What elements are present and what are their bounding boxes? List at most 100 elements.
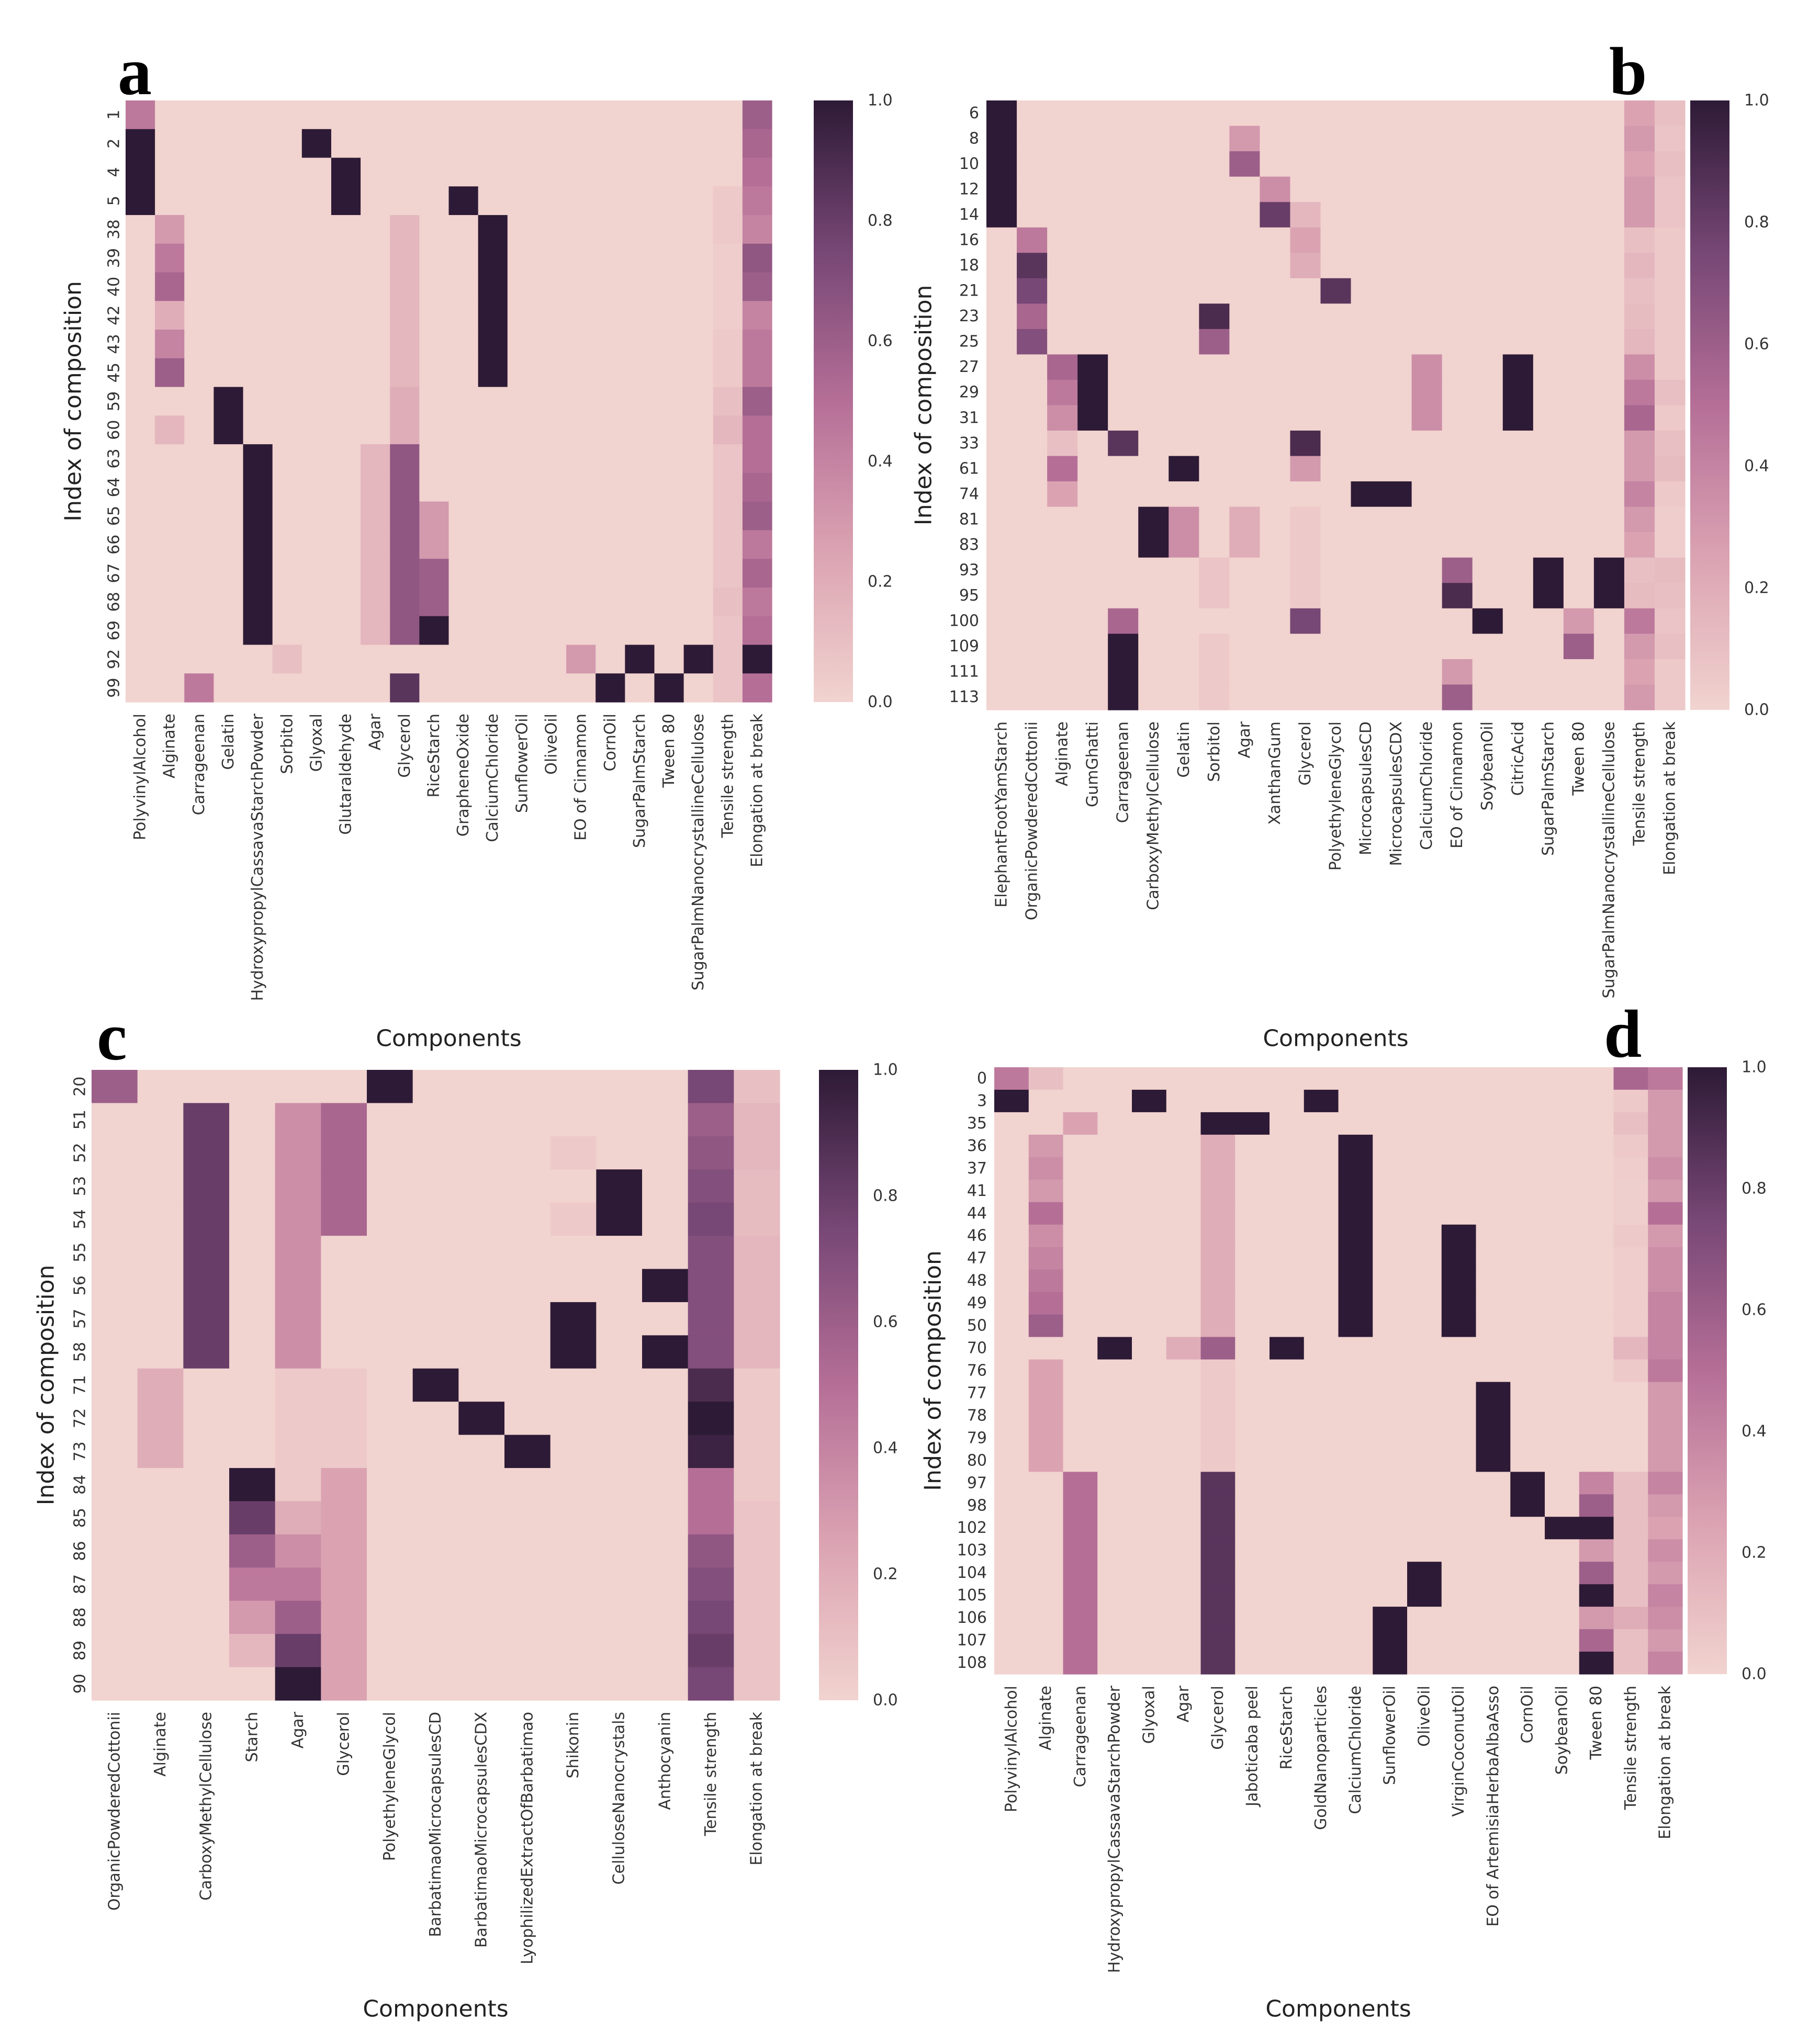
heatmap-cell-r39-c12 [478, 243, 508, 273]
row-tick-label: 84 [71, 1475, 89, 1495]
heatmap-cell-r33-c12 [1351, 431, 1382, 457]
heatmap-cell-r1-c12 [478, 100, 508, 130]
heatmap-cell-r105-c13 [1441, 1584, 1477, 1607]
heatmap-cell-r2-c16 [596, 129, 625, 159]
heatmap-cell-r105-c10 [1338, 1584, 1373, 1607]
heatmap-cell-r105-c14 [1476, 1584, 1511, 1607]
heatmap-cell-r48-c3 [1097, 1269, 1132, 1293]
heatmap-cell-r51-c4 [275, 1103, 321, 1137]
heatmap-cell-r46-c18 [1613, 1224, 1648, 1248]
heatmap-cell-r111-c22 [1654, 659, 1686, 685]
heatmap-cell-r8-c15 [1442, 126, 1473, 152]
heatmap-cell-r81-c8 [1229, 506, 1260, 533]
heatmap-cell-r78-c5 [1166, 1404, 1201, 1427]
heatmap-cell-r72-c6 [367, 1402, 413, 1436]
heatmap-cell-r12-c12 [1351, 176, 1382, 202]
heatmap-cell-r85-c14 [734, 1501, 780, 1535]
heatmap-cell-r80-c15 [1510, 1449, 1545, 1472]
heatmap-cell-r40-c16 [596, 272, 625, 301]
heatmap-cell-r67-c1 [155, 559, 185, 588]
heatmap-cell-r52-c0 [92, 1136, 138, 1170]
heatmap-cell-r36-c5 [1166, 1134, 1201, 1158]
heatmap-cell-r78-c19 [1648, 1404, 1683, 1427]
heatmap-cell-r31-c20 [1593, 405, 1625, 431]
heatmap-cell-r69-c6 [301, 616, 332, 646]
heatmap-cell-r77-c8 [1270, 1382, 1305, 1405]
heatmap-cell-r16-c21 [1624, 227, 1655, 253]
heatmap-cell-r73-c1 [137, 1435, 184, 1469]
heatmap-cell-r36-c3 [1097, 1134, 1132, 1158]
heatmap-cell-r45-c3 [214, 358, 244, 388]
heatmap-cell-r37-c0 [994, 1157, 1029, 1180]
heatmap-cell-r61-c17 [1502, 456, 1534, 482]
heatmap-cell-r5-c20 [713, 186, 743, 216]
heatmap-cell-r39-c2 [184, 243, 215, 273]
heatmap-cell-r20-c10 [550, 1070, 597, 1104]
heatmap-cell-r64-c7 [331, 472, 361, 502]
column-tick-elephantfootyamstarch: ElephantFootYamStarch [993, 721, 1011, 908]
heatmap-cell-r31-c19 [1563, 405, 1594, 431]
heatmap-cell-r102-c10 [1338, 1517, 1373, 1540]
heatmap-cell-r73-c2 [183, 1435, 230, 1469]
heatmap-cell-r73-c12 [642, 1435, 689, 1469]
heatmap-cell-r55-c11 [596, 1236, 643, 1270]
heatmap-cell-r68-c12 [478, 587, 508, 617]
heatmap-cell-r88-c2 [183, 1600, 230, 1634]
heatmap-cell-r51-c6 [367, 1103, 413, 1137]
heatmap-cell-r43-c11 [448, 330, 479, 359]
heatmap-cell-r33-c4 [1108, 431, 1139, 457]
heatmap-cell-r31-c9 [1260, 405, 1291, 431]
heatmap-cell-r39-c0 [126, 243, 155, 273]
column-tick-starch: Starch [243, 1712, 261, 1762]
row-tick-label: 77 [967, 1384, 987, 1402]
heatmap-cell-r23-c1 [1017, 303, 1048, 330]
heatmap-cell-r48-c17 [1579, 1269, 1614, 1293]
heatmap-cell-r50-c0 [994, 1314, 1029, 1338]
heatmap-cell-r53-c12 [642, 1169, 689, 1203]
row-tick-label: 20 [71, 1077, 89, 1097]
heatmap-cell-r10-c11 [1320, 151, 1352, 177]
heatmap-cell-r49-c8 [1270, 1292, 1305, 1315]
heatmap-cell-r81-c21 [1624, 506, 1655, 533]
heatmap-cell-r60-c9 [390, 415, 420, 445]
heatmap-cell-r102-c12 [1407, 1517, 1442, 1540]
column-tick-hydroxypropylcassavastarchpowder: HydroxypropylCassavaStarchPowder [1106, 1685, 1124, 1973]
heatmap-cell-r54-c0 [92, 1202, 138, 1236]
heatmap-cell-r56-c11 [596, 1269, 643, 1303]
heatmap-cell-r10-c15 [1442, 151, 1473, 177]
row-tick-label: 44 [967, 1204, 987, 1223]
heatmap-cell-r100-c9 [1260, 608, 1291, 634]
heatmap-cell-r84-c0 [92, 1468, 138, 1502]
heatmap-cell-r98-c3 [1097, 1494, 1132, 1517]
heatmap-cell-r16-c1 [1017, 227, 1048, 253]
heatmap-cell-r8-c6 [1169, 126, 1199, 152]
heatmap-cell-r25-c14 [1411, 329, 1443, 355]
heatmap-cell-r63-c21 [742, 444, 772, 473]
heatmap-cell-r78-c6 [1200, 1404, 1236, 1427]
heatmap-cell-r59-c21 [742, 387, 772, 416]
heatmap-cell-r108-c14 [1476, 1652, 1511, 1675]
heatmap-cell-r57-c5 [321, 1302, 367, 1336]
heatmap-cell-r65-c13 [507, 501, 537, 531]
heatmap-cell-r8-c12 [1351, 126, 1382, 152]
column-tick-citricacid: CitricAcid [1509, 721, 1527, 796]
heatmap-cell-r99-c0 [126, 673, 155, 703]
heatmap-cell-r77-c18 [1613, 1382, 1648, 1405]
column-tick-carrageenan: Carrageenan [1071, 1686, 1090, 1787]
heatmap-cell-r104-c2 [1063, 1562, 1098, 1585]
row-tick-label: 45 [105, 363, 123, 382]
column-tick-lyophilizedextractofbarbatimao: LyophilizedExtractOfBarbatimao [518, 1712, 536, 1964]
heatmap-cell-r107-c4 [1132, 1629, 1167, 1652]
heatmap-cell-r72-c3 [229, 1402, 276, 1436]
heatmap-cell-r4-c6 [301, 157, 332, 187]
heatmap-cell-r73-c8 [458, 1435, 505, 1469]
heatmap-cell-r21-c16 [1472, 278, 1503, 304]
row-tick-label: 107 [957, 1631, 987, 1650]
heatmap-cell-r81-c0 [986, 506, 1017, 533]
heatmap-cell-r99-c12 [478, 673, 508, 703]
heatmap-cell-r92-c18 [654, 645, 684, 674]
heatmap-cell-r63-c18 [654, 444, 684, 473]
heatmap-cell-r44-c9 [1304, 1202, 1339, 1225]
heatmap-cell-r56-c1 [137, 1269, 184, 1303]
heatmap-cell-r95-c2 [1047, 583, 1078, 609]
